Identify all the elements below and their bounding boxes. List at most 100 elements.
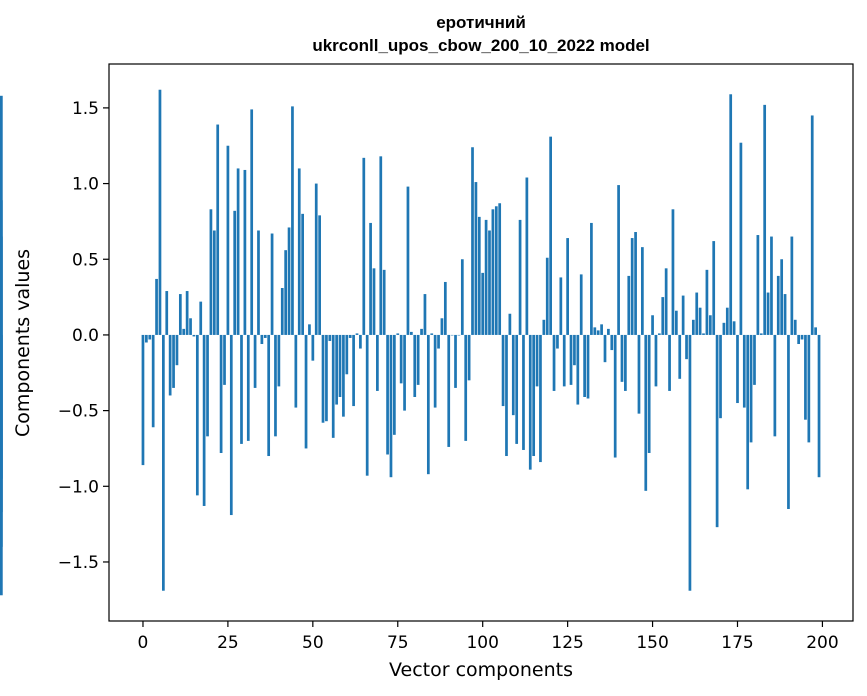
bar	[437, 334, 440, 349]
bar	[145, 334, 148, 343]
bar	[433, 334, 437, 408]
bar	[352, 334, 355, 407]
bar	[321, 334, 325, 423]
bar	[753, 334, 756, 385]
bar	[199, 301, 203, 335]
bar	[413, 334, 417, 397]
bar	[263, 334, 267, 338]
x-tick-label: 75	[387, 633, 409, 653]
bar	[325, 334, 328, 422]
bar	[691, 319, 695, 335]
bar	[229, 334, 233, 516]
y-tick-label: −1.5	[58, 553, 99, 573]
y-tick-label: 1.5	[72, 99, 99, 119]
bar	[287, 227, 291, 335]
bar	[362, 157, 366, 335]
bar	[460, 259, 464, 335]
bar	[708, 315, 712, 335]
bar	[634, 232, 637, 335]
bar	[0, 95, 3, 335]
bar	[583, 334, 586, 397]
bar	[423, 294, 427, 335]
bar	[498, 203, 502, 335]
bar	[617, 185, 620, 335]
bar	[641, 247, 644, 335]
bar	[603, 334, 607, 363]
bar	[297, 168, 301, 335]
bar	[766, 292, 770, 335]
bar	[168, 334, 172, 396]
bar	[464, 334, 468, 441]
bar	[773, 334, 777, 437]
bar	[600, 324, 603, 335]
bar	[698, 307, 702, 335]
x-axis-ticks: 0 25 50 75 100 125 150 175 200	[138, 621, 839, 653]
bar	[566, 238, 569, 335]
bar	[668, 334, 671, 391]
bar	[257, 230, 260, 335]
bar	[729, 94, 733, 335]
bar	[620, 334, 624, 382]
bar	[219, 334, 223, 453]
bar	[141, 334, 145, 466]
bar	[559, 277, 563, 335]
bar	[301, 213, 304, 335]
bar	[484, 219, 488, 335]
bar	[647, 334, 651, 453]
bar	[420, 328, 423, 335]
bar	[403, 334, 406, 411]
bar	[586, 334, 590, 399]
bar	[637, 334, 641, 414]
y-axis-ticks: −1.5 −1.0 −0.5 0.0 0.5 1.0 1.5	[58, 99, 109, 573]
bar	[267, 334, 271, 457]
bar	[410, 331, 413, 335]
y-tick-label: 0.5	[72, 250, 99, 270]
x-tick-label: 0	[138, 633, 149, 653]
bar	[654, 334, 658, 387]
bar	[240, 334, 243, 444]
bar	[477, 216, 481, 335]
bar	[471, 147, 474, 335]
bar	[722, 322, 726, 335]
bar	[450, 334, 454, 336]
bar	[624, 334, 627, 391]
bar	[539, 334, 542, 463]
bar	[685, 334, 688, 360]
bar	[189, 318, 192, 335]
x-tick-label: 200	[806, 633, 838, 653]
bar	[556, 334, 559, 349]
bar	[216, 124, 220, 335]
bar	[607, 328, 610, 335]
bar	[426, 334, 430, 475]
bar	[501, 334, 505, 407]
bar	[535, 334, 539, 387]
bar	[382, 269, 386, 335]
bar	[277, 334, 281, 387]
bar	[644, 334, 648, 491]
bar	[562, 334, 566, 387]
bar	[810, 115, 814, 335]
bar	[386, 334, 389, 455]
bar	[756, 235, 760, 335]
bar	[291, 106, 294, 335]
bar	[226, 145, 230, 335]
bar	[545, 257, 549, 335]
bar	[365, 334, 369, 476]
bar	[250, 109, 254, 335]
bar	[488, 230, 491, 335]
bar	[505, 334, 508, 457]
bar	[593, 327, 597, 335]
bar	[270, 233, 274, 335]
bar	[804, 334, 807, 420]
bar	[151, 334, 155, 428]
bar	[175, 334, 179, 366]
bar	[376, 334, 379, 391]
bar	[552, 334, 556, 391]
bar	[549, 136, 552, 335]
bar	[338, 334, 342, 397]
chart-title-line-2: ukrconll_upos_cbow_200_10_2022 model	[312, 36, 649, 55]
bar	[243, 169, 247, 335]
bar	[759, 333, 763, 335]
bar	[739, 142, 743, 335]
